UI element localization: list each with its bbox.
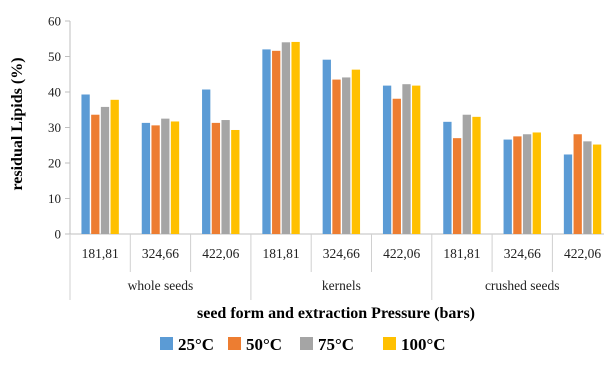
bar [382, 85, 392, 234]
bar [522, 134, 532, 234]
bar [291, 41, 300, 234]
legend-swatch [228, 337, 241, 350]
bar [592, 144, 602, 234]
bar [100, 106, 110, 234]
bar [262, 49, 271, 235]
bar [110, 99, 119, 234]
x-tick-label: 422,06 [202, 246, 239, 261]
bar [272, 50, 281, 234]
bar [281, 42, 291, 234]
group-label: kernels [322, 278, 361, 293]
x-tick-label: 422,06 [564, 246, 601, 261]
bar [412, 85, 421, 234]
y-axis-title: residual Lipids (%) [9, 57, 26, 190]
x-tick-label: 181,81 [262, 246, 299, 261]
x-tick-label: 324,66 [323, 246, 360, 261]
bar [332, 79, 341, 234]
y-tick-label: 60 [48, 14, 61, 29]
y-tick-label: 40 [48, 85, 61, 100]
bar [81, 94, 90, 235]
x-tick-label: 324,66 [504, 246, 541, 261]
legend-label: 50°C [246, 335, 282, 354]
group-label: crushed seeds [485, 278, 560, 293]
bar [91, 114, 100, 234]
x-tick-label: 181,81 [82, 246, 119, 261]
bar [513, 136, 522, 235]
y-tick-label: 10 [48, 191, 61, 206]
bar [231, 129, 240, 234]
bar [322, 59, 331, 234]
y-tick-label: 0 [55, 227, 62, 242]
bar [211, 122, 221, 234]
bar [452, 138, 462, 234]
bar [151, 125, 160, 234]
legend-swatch [300, 337, 313, 350]
x-axis-title: seed form and extraction Pressure (bars) [197, 305, 475, 322]
y-tick-label: 50 [48, 49, 61, 64]
bar [392, 98, 401, 234]
y-tick-label: 20 [48, 156, 61, 171]
x-tick-label: 181,81 [443, 246, 480, 261]
bar [573, 134, 582, 234]
bar [141, 122, 151, 234]
legend-label: 100°C [401, 335, 446, 354]
bar [342, 77, 351, 234]
bar [472, 116, 481, 234]
y-tick-label: 30 [48, 120, 61, 135]
legend: 25°C 50°C 75°C 100°C [160, 335, 446, 354]
legend-swatch [160, 337, 173, 350]
bar [503, 139, 512, 234]
bars-layer [81, 41, 602, 235]
x-tick-label: 422,06 [383, 246, 420, 261]
bar [443, 121, 452, 234]
bar [161, 118, 170, 234]
bar [170, 121, 180, 234]
labels-layer: 0 10 20 30 40 50 60 181,81 324,66 422,06 181,81 324… [48, 14, 601, 294]
bar [583, 141, 592, 234]
bar [563, 154, 573, 234]
bar [221, 120, 230, 234]
bar [202, 89, 211, 234]
bar [351, 69, 361, 234]
x-tick-label: 324,66 [142, 246, 179, 261]
bar [462, 114, 471, 234]
bar [532, 132, 541, 234]
group-label: whole seeds [128, 278, 194, 293]
legend-label: 25°C [178, 335, 214, 354]
bar [402, 84, 411, 234]
legend-swatch [383, 337, 396, 350]
legend-label: 75°C [318, 335, 354, 354]
